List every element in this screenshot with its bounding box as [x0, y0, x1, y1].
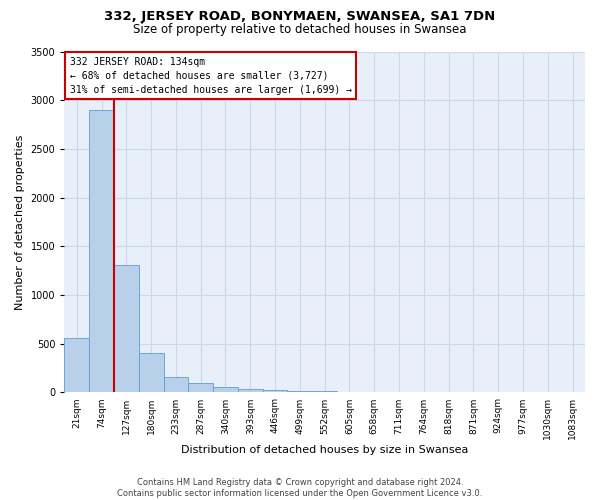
Bar — [287, 391, 312, 392]
Bar — [64, 338, 89, 392]
Bar — [213, 386, 238, 392]
Bar — [139, 352, 164, 393]
Bar — [238, 389, 263, 392]
Text: 332, JERSEY ROAD, BONYMAEN, SWANSEA, SA1 7DN: 332, JERSEY ROAD, BONYMAEN, SWANSEA, SA1… — [104, 10, 496, 23]
Text: 332 JERSEY ROAD: 134sqm
← 68% of detached houses are smaller (3,727)
31% of semi: 332 JERSEY ROAD: 134sqm ← 68% of detache… — [70, 56, 352, 94]
Y-axis label: Number of detached properties: Number of detached properties — [15, 134, 25, 310]
Bar — [114, 265, 139, 392]
Bar — [89, 110, 114, 393]
Text: Contains HM Land Registry data © Crown copyright and database right 2024.
Contai: Contains HM Land Registry data © Crown c… — [118, 478, 482, 498]
Bar — [263, 390, 287, 392]
Bar — [164, 378, 188, 392]
Bar — [188, 383, 213, 392]
Text: Size of property relative to detached houses in Swansea: Size of property relative to detached ho… — [133, 22, 467, 36]
X-axis label: Distribution of detached houses by size in Swansea: Distribution of detached houses by size … — [181, 445, 469, 455]
